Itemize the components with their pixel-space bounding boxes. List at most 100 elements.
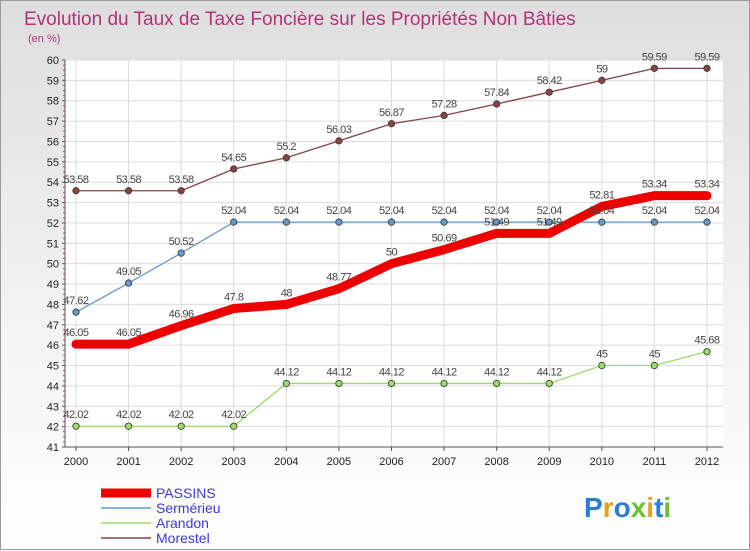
data-label-morestel: 58.42 bbox=[537, 75, 562, 87]
data-label-sermérieu: 52.04 bbox=[484, 205, 509, 217]
point-sermérieu bbox=[493, 218, 501, 226]
point-morestel bbox=[650, 64, 659, 72]
point-arandon bbox=[72, 422, 80, 430]
point-sermérieu bbox=[177, 249, 185, 257]
data-label-morestel: 54.65 bbox=[221, 152, 246, 164]
y-tick-label: 50 bbox=[47, 259, 59, 271]
point-sermérieu bbox=[387, 218, 396, 226]
point-morestel bbox=[598, 76, 606, 84]
chart-title: Evolution du Taux de Taxe Foncière sur l… bbox=[24, 9, 576, 30]
logo-letter: t bbox=[654, 492, 663, 523]
point-passins bbox=[651, 192, 658, 199]
logo-letter: P bbox=[584, 492, 603, 523]
x-tick-label: 2007 bbox=[432, 456, 456, 468]
data-label-passins: 51.49 bbox=[537, 216, 562, 228]
data-label-passins: 50.69 bbox=[432, 233, 457, 245]
x-tick-label: 2010 bbox=[590, 456, 614, 468]
x-tick-label: 2011 bbox=[643, 456, 667, 468]
data-label-arandon: 45 bbox=[596, 349, 608, 361]
data-label-arandon: 44.12 bbox=[379, 366, 404, 378]
data-label-passins: 46.05 bbox=[116, 327, 141, 339]
point-morestel bbox=[72, 187, 80, 195]
x-tick-label: 2012 bbox=[695, 456, 719, 468]
data-label-sermérieu: 50.52 bbox=[169, 236, 194, 248]
x-tick-label: 2003 bbox=[222, 456, 246, 468]
data-label-arandon: 45 bbox=[649, 349, 661, 361]
point-passins bbox=[493, 230, 500, 237]
data-label-sermérieu: 52.04 bbox=[274, 205, 299, 217]
point-arandon bbox=[440, 379, 448, 388]
proxiti-logo: Proxiti bbox=[584, 492, 671, 523]
logo-letter: o bbox=[614, 492, 631, 523]
point-sermérieu bbox=[545, 218, 553, 226]
data-label-morestel: 59.59 bbox=[694, 51, 719, 63]
x-tick-label: 2004 bbox=[274, 456, 298, 468]
data-label-morestel: 53.58 bbox=[116, 174, 141, 186]
point-passins bbox=[598, 203, 605, 210]
point-morestel bbox=[545, 88, 553, 96]
data-label-sermérieu: 52.04 bbox=[326, 205, 351, 217]
series-layer bbox=[71, 64, 712, 430]
point-sermérieu bbox=[230, 218, 238, 226]
point-passins bbox=[335, 285, 342, 292]
point-sermérieu bbox=[598, 218, 606, 226]
point-passins bbox=[704, 192, 710, 199]
point-morestel bbox=[230, 165, 238, 173]
legend-label-arandon: Arandon bbox=[156, 515, 209, 531]
data-label-passins: 48 bbox=[281, 287, 293, 299]
data-label-morestel: 55.2 bbox=[277, 141, 297, 153]
data-label-arandon: 42.02 bbox=[221, 409, 246, 421]
data-label-passins: 52.81 bbox=[589, 189, 614, 201]
point-morestel bbox=[703, 64, 711, 72]
y-tick-label: 46 bbox=[47, 340, 59, 352]
y-tick-label: 49 bbox=[47, 279, 59, 291]
data-label-passins: 46.96 bbox=[169, 309, 194, 321]
point-sermérieu bbox=[440, 218, 448, 226]
y-tick-label: 43 bbox=[47, 401, 59, 413]
y-tick-label: 57 bbox=[47, 116, 59, 128]
point-sermérieu bbox=[72, 308, 80, 316]
y-tick-label: 45 bbox=[47, 361, 59, 373]
point-arandon bbox=[230, 422, 238, 430]
point-arandon bbox=[335, 379, 343, 388]
y-tick-label: 48 bbox=[47, 299, 59, 311]
y-tick-label: 60 bbox=[47, 55, 59, 67]
point-sermérieu bbox=[650, 218, 659, 226]
y-tick-label: 55 bbox=[47, 157, 59, 169]
point-passins bbox=[441, 246, 448, 253]
point-morestel bbox=[177, 187, 185, 195]
y-tick-label: 47 bbox=[47, 320, 59, 332]
point-morestel bbox=[493, 100, 501, 108]
data-label-sermérieu: 52.04 bbox=[589, 205, 614, 217]
data-label-morestel: 57.28 bbox=[432, 98, 457, 110]
data-label-arandon: 42.02 bbox=[116, 409, 141, 421]
point-passins bbox=[283, 301, 290, 308]
point-arandon bbox=[282, 379, 290, 388]
data-label-morestel: 56.03 bbox=[326, 124, 351, 136]
data-label-morestel: 53.58 bbox=[169, 174, 194, 186]
y-tick-label: 59 bbox=[47, 75, 59, 87]
point-arandon bbox=[650, 361, 659, 370]
logo-letter: r bbox=[603, 492, 614, 523]
data-label-passins: 47.8 bbox=[224, 291, 244, 303]
point-arandon bbox=[124, 422, 133, 430]
chart-subtitle: (en %) bbox=[28, 33, 60, 45]
data-label-arandon: 44.12 bbox=[537, 366, 562, 378]
y-tick-label: 42 bbox=[47, 422, 59, 434]
data-label-sermérieu: 47.62 bbox=[63, 295, 88, 307]
data-label-passins: 50 bbox=[386, 247, 398, 259]
x-tick-label: 2006 bbox=[379, 456, 403, 468]
data-label-sermérieu: 52.04 bbox=[694, 205, 719, 217]
point-morestel bbox=[124, 187, 133, 195]
legend-label-sermérieu: Sermérieu bbox=[156, 500, 221, 516]
point-passins bbox=[546, 230, 553, 237]
data-label-sermérieu: 52.04 bbox=[221, 205, 246, 217]
x-tick-label: 2002 bbox=[169, 456, 193, 468]
data-label-sermérieu: 52.04 bbox=[432, 205, 457, 217]
data-label-sermérieu: 52.04 bbox=[537, 205, 562, 217]
x-tick-label: 2008 bbox=[484, 456, 508, 468]
data-label-arandon: 42.02 bbox=[169, 409, 194, 421]
point-arandon bbox=[703, 348, 711, 356]
